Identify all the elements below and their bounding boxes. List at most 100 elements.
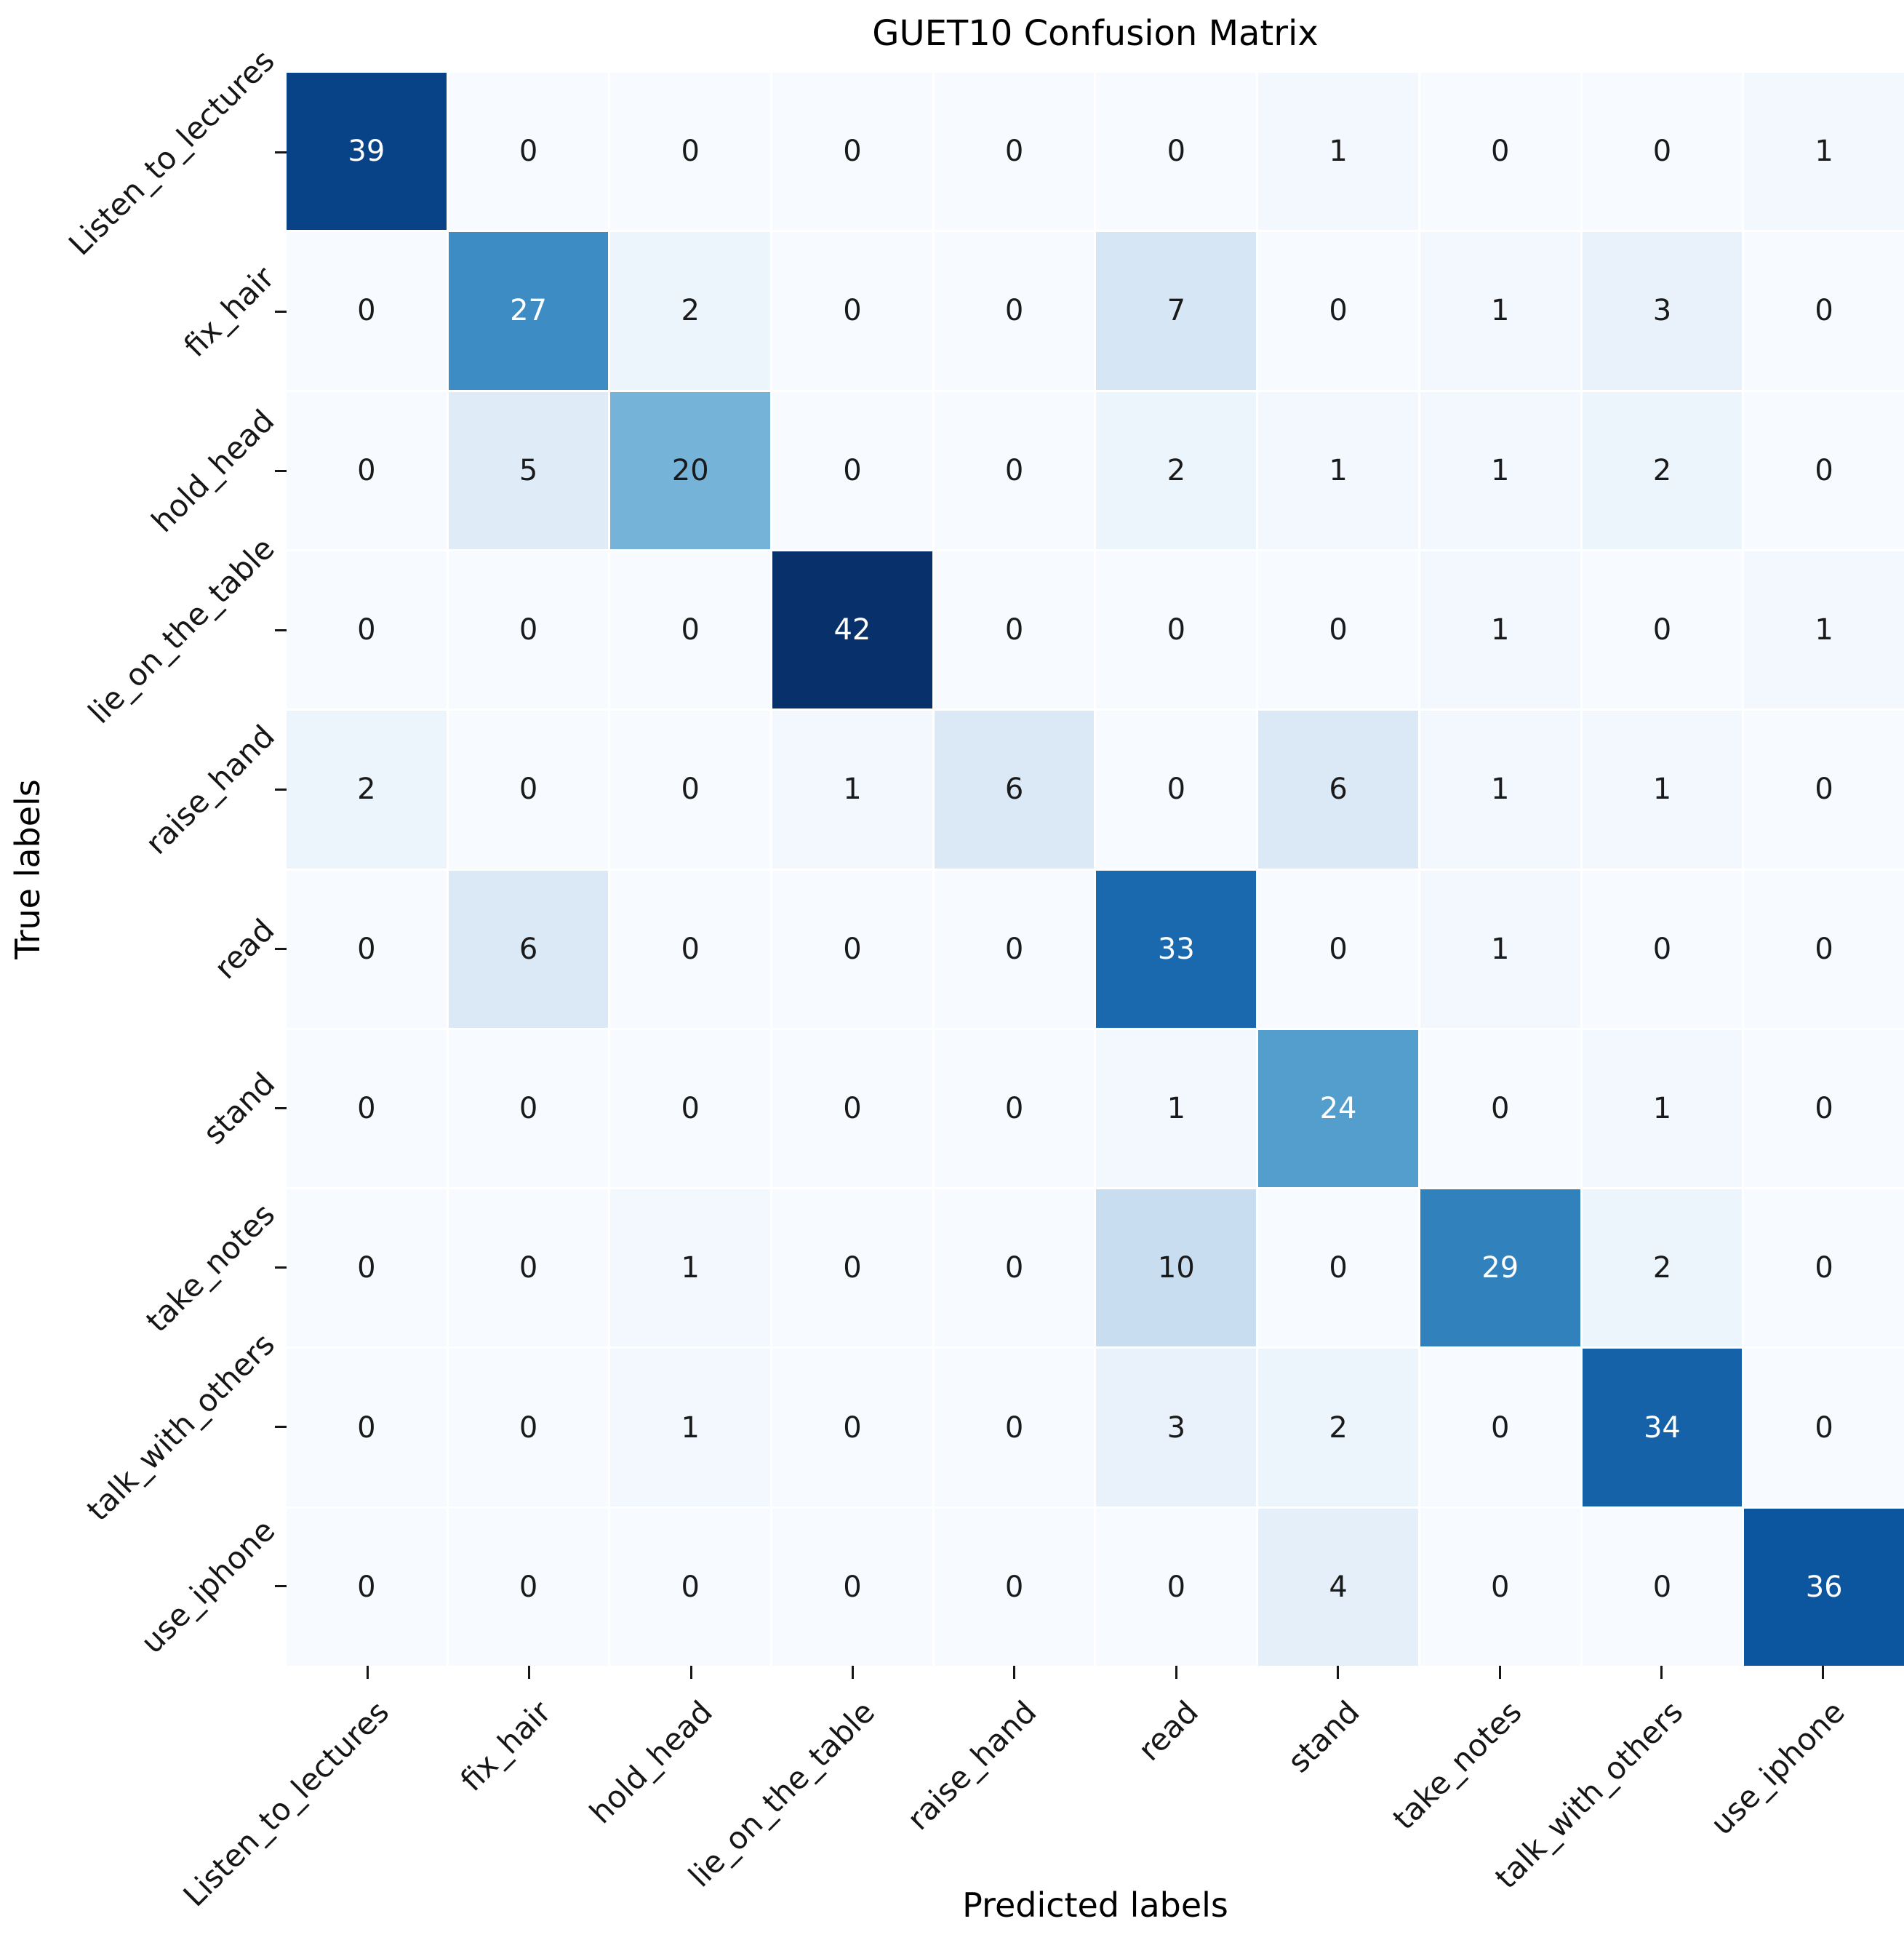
heatmap-cell-raise_hand-hold_head: 0 — [610, 711, 771, 869]
cell-value: 1 — [681, 1251, 700, 1285]
heatmap-cell-fix_hair-hold_head: 2 — [610, 232, 771, 390]
heatmap-cell-Listen_to_lectures-lie_on_the_table: 0 — [772, 73, 932, 231]
heatmap-cell-take_notes-stand: 0 — [1258, 1189, 1418, 1347]
heatmap-cell-fix_hair-stand: 0 — [1258, 232, 1418, 390]
cell-value: 0 — [1004, 453, 1024, 487]
heatmap-cell-fix_hair-use_iphone: 0 — [1744, 232, 1904, 390]
cell-value: 6 — [1329, 773, 1348, 807]
cell-value: 7 — [1167, 294, 1186, 328]
cell-value: 0 — [1491, 135, 1510, 169]
heatmap-cell-read-fix_hair: 6 — [448, 870, 609, 1028]
heatmap-cell-fix_hair-take_notes: 1 — [1420, 232, 1580, 390]
cell-value: 4 — [1329, 1570, 1348, 1604]
x-tick-label-Listen_to_lectures: Listen_to_lectures — [176, 1693, 396, 1914]
cell-value: 1 — [1491, 294, 1510, 328]
cell-value: 0 — [1329, 613, 1348, 647]
cell-value: 0 — [843, 1091, 862, 1125]
heatmap-cell-talk_with_others-talk_with_others: 34 — [1582, 1349, 1743, 1506]
heatmap-cell-stand-read: 1 — [1096, 1029, 1257, 1188]
heatmap-cell-take_notes-lie_on_the_table: 0 — [772, 1189, 932, 1347]
cell-value: 0 — [357, 1251, 376, 1285]
cell-value: 42 — [833, 613, 871, 647]
heatmap-cell-lie_on_the_table-fix_hair: 0 — [448, 551, 609, 709]
cell-value: 0 — [843, 1410, 862, 1445]
cell-value: 0 — [681, 613, 700, 647]
x-tick-mark-use_iphone — [1822, 1666, 1825, 1679]
cell-value: 0 — [1815, 1410, 1833, 1445]
cell-value: 0 — [1004, 613, 1024, 647]
x-tick-mark-Listen_to_lectures — [366, 1666, 369, 1679]
heatmap-cell-raise_hand-Listen_to_lectures: 2 — [287, 711, 447, 869]
y-tick-mark-Listen_to_lectures — [275, 151, 287, 153]
cell-value: 36 — [1805, 1570, 1843, 1604]
heatmap-cell-hold_head-read: 2 — [1096, 391, 1257, 549]
heatmap-cell-Listen_to_lectures-talk_with_others: 0 — [1582, 73, 1743, 231]
cell-value: 0 — [1652, 1570, 1672, 1604]
heatmap-cell-raise_hand-raise_hand: 6 — [934, 711, 1095, 869]
heatmap-cell-read-read: 33 — [1096, 870, 1257, 1028]
heatmap-cell-talk_with_others-read: 3 — [1096, 1349, 1257, 1506]
cell-value: 0 — [843, 453, 862, 487]
cell-value: 0 — [1004, 1251, 1024, 1285]
heatmap-cell-use_iphone-raise_hand: 0 — [934, 1508, 1095, 1666]
heatmap-cell-hold_head-lie_on_the_table: 0 — [772, 391, 932, 549]
cell-value: 0 — [843, 1251, 862, 1285]
cell-value: 0 — [1167, 613, 1186, 647]
cell-value: 1 — [1815, 613, 1833, 647]
heatmap-cell-talk_with_others-lie_on_the_table: 0 — [772, 1349, 932, 1506]
heatmap-cell-hold_head-stand: 1 — [1258, 391, 1418, 549]
heatmap-cell-fix_hair-fix_hair: 27 — [448, 232, 609, 390]
heatmap-cell-raise_hand-take_notes: 1 — [1420, 711, 1580, 869]
cell-value: 20 — [671, 453, 709, 487]
heatmap-cell-hold_head-hold_head: 20 — [610, 391, 771, 549]
heatmap-cell-take_notes-Listen_to_lectures: 0 — [287, 1189, 447, 1347]
cell-value: 1 — [1491, 932, 1510, 966]
y-axis-title: True labels — [8, 779, 47, 959]
x-tick-mark-raise_hand — [1013, 1666, 1016, 1679]
cell-value: 0 — [357, 1410, 376, 1445]
heatmap-cell-lie_on_the_table-Listen_to_lectures: 0 — [287, 551, 447, 709]
y-tick-mark-read — [275, 948, 287, 950]
cell-value: 0 — [519, 1570, 538, 1604]
cell-value: 1 — [843, 773, 862, 807]
heatmap-cell-read-hold_head: 0 — [610, 870, 771, 1028]
heatmap-cell-use_iphone-read: 0 — [1096, 1508, 1257, 1666]
cell-value: 0 — [681, 1570, 700, 1604]
cell-value: 0 — [843, 294, 862, 328]
heatmap-cell-Listen_to_lectures-fix_hair: 0 — [448, 73, 609, 231]
heatmap-cell-raise_hand-read: 0 — [1096, 711, 1257, 869]
cell-value: 0 — [1815, 294, 1833, 328]
heatmap-cell-hold_head-Listen_to_lectures: 0 — [287, 391, 447, 549]
heatmap-cell-take_notes-use_iphone: 0 — [1744, 1189, 1904, 1347]
cell-value: 0 — [1815, 932, 1833, 966]
cell-value: 0 — [1004, 135, 1024, 169]
cell-value: 0 — [1815, 1251, 1833, 1285]
heatmap-cell-take_notes-hold_head: 1 — [610, 1189, 771, 1347]
heatmap-cell-stand-hold_head: 0 — [610, 1029, 771, 1188]
cell-value: 0 — [1004, 294, 1024, 328]
x-axis-title: Predicted labels — [962, 1885, 1228, 1925]
cell-value: 0 — [357, 453, 376, 487]
heatmap-cell-talk_with_others-fix_hair: 0 — [448, 1349, 609, 1506]
x-tick-label-raise_hand: raise_hand — [900, 1693, 1044, 1837]
cell-value: 0 — [1652, 135, 1672, 169]
cell-value: 1 — [681, 1410, 700, 1445]
y-tick-mark-take_notes — [275, 1266, 287, 1269]
cell-value: 0 — [1167, 1570, 1186, 1604]
heatmap-grid: 39 0 0 0 0 0 1 0 0 1 0 27 2 0 0 7 0 1 3 0 0 5 20 0 0 2 1 1 2 0 0 0 0 42 0 0… — [287, 73, 1904, 1666]
cell-value: 0 — [1004, 1570, 1024, 1604]
cell-value: 0 — [357, 613, 376, 647]
heatmap-cell-use_iphone-take_notes: 0 — [1420, 1508, 1580, 1666]
cell-value: 0 — [1491, 1570, 1510, 1604]
cell-value: 2 — [1652, 1251, 1672, 1285]
heatmap-cell-stand-take_notes: 0 — [1420, 1029, 1580, 1188]
y-tick-label-fix_hair: fix_hair — [177, 259, 281, 364]
heatmap-cell-lie_on_the_table-talk_with_others: 0 — [1582, 551, 1743, 709]
x-tick-mark-talk_with_others — [1660, 1666, 1663, 1679]
x-tick-label-hold_head: hold_head — [583, 1693, 720, 1831]
cell-value: 6 — [1004, 773, 1024, 807]
y-tick-mark-talk_with_others — [275, 1426, 287, 1428]
x-tick-mark-hold_head — [689, 1666, 692, 1679]
heatmap-cell-use_iphone-stand: 4 — [1258, 1508, 1418, 1666]
